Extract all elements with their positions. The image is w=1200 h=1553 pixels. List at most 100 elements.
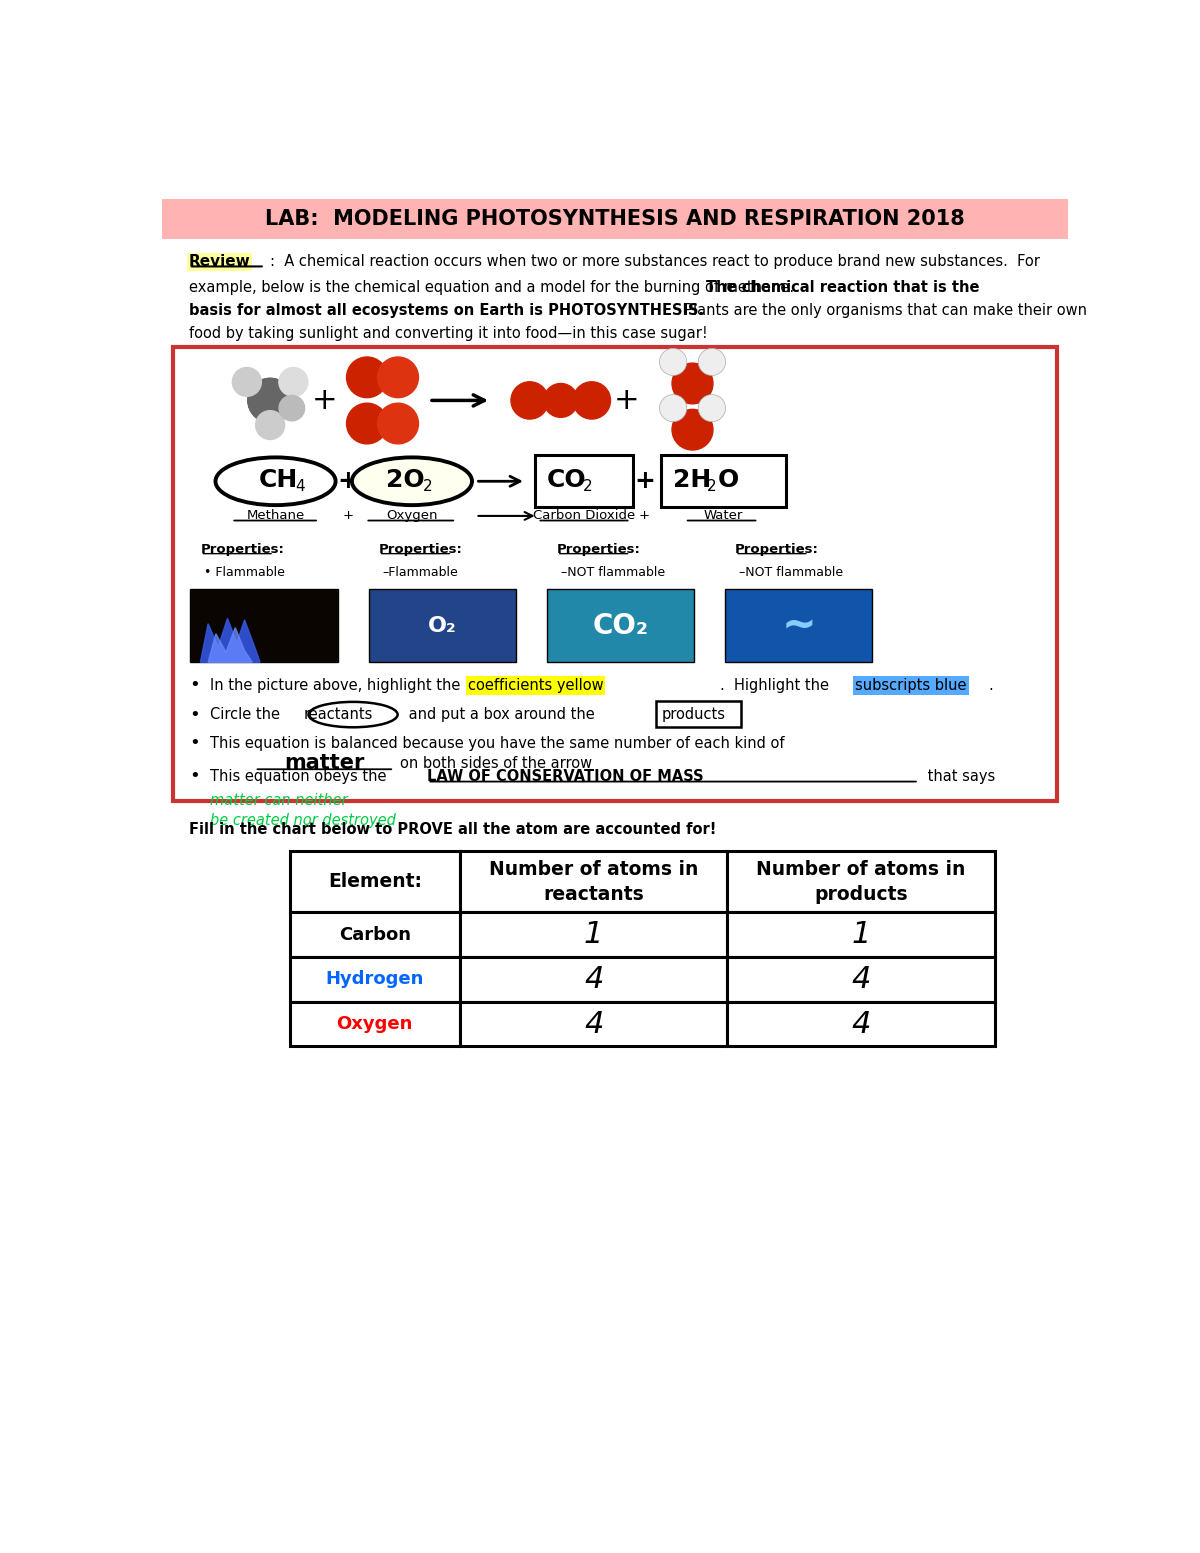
Text: .  Highlight the: . Highlight the — [720, 677, 833, 693]
Text: 4: 4 — [851, 964, 871, 994]
Text: :  A chemical reaction occurs when two or more substances react to produce brand: : A chemical reaction occurs when two or… — [270, 255, 1040, 269]
FancyBboxPatch shape — [162, 199, 1068, 239]
Circle shape — [347, 357, 388, 398]
Circle shape — [511, 382, 548, 419]
Text: • Gas at room temp: • Gas at room temp — [204, 589, 329, 601]
Text: that says: that says — [923, 769, 1000, 784]
Circle shape — [233, 368, 262, 396]
Circle shape — [248, 379, 293, 422]
FancyBboxPatch shape — [727, 913, 995, 957]
Circle shape — [660, 348, 686, 376]
Text: reactants: reactants — [304, 707, 373, 722]
Text: Carbon: Carbon — [338, 926, 410, 944]
Text: +: + — [638, 509, 650, 522]
Text: 4: 4 — [295, 480, 305, 494]
FancyBboxPatch shape — [460, 1002, 727, 1047]
Circle shape — [378, 404, 419, 444]
Text: 4: 4 — [851, 1009, 871, 1039]
Circle shape — [544, 384, 578, 418]
Text: Oxygen: Oxygen — [386, 509, 438, 522]
FancyBboxPatch shape — [727, 851, 995, 913]
Text: ~: ~ — [781, 604, 816, 646]
Text: • Flammable: • Flammable — [204, 565, 286, 579]
Text: LAB:  MODELING PHOTOSYNTHESIS AND RESPIRATION 2018: LAB: MODELING PHOTOSYNTHESIS AND RESPIRA… — [265, 208, 965, 228]
Text: matter can neither: matter can neither — [210, 794, 348, 808]
Text: matter: matter — [284, 753, 365, 773]
Text: This equation is balanced because you have the same number of each kind of: This equation is balanced because you ha… — [210, 736, 785, 750]
Text: Properties:: Properties: — [200, 542, 284, 556]
Circle shape — [378, 357, 419, 398]
Circle shape — [672, 410, 713, 450]
Text: O: O — [718, 467, 738, 492]
FancyBboxPatch shape — [535, 455, 632, 508]
Text: coefficients yellow: coefficients yellow — [468, 677, 604, 693]
FancyBboxPatch shape — [289, 957, 460, 1002]
Text: –liquid at room temp: –liquid at room temp — [739, 589, 869, 601]
FancyBboxPatch shape — [547, 589, 694, 662]
Text: subscripts blue: subscripts blue — [856, 677, 967, 693]
Text: +: + — [634, 469, 655, 494]
Text: Review: Review — [188, 255, 251, 269]
Text: Properties:: Properties: — [736, 542, 818, 556]
Text: +: + — [342, 509, 353, 522]
Text: Number of atoms in
products: Number of atoms in products — [756, 860, 966, 904]
Text: Methane: Methane — [246, 509, 305, 522]
Text: Water: Water — [704, 509, 743, 522]
Text: Circle the: Circle the — [210, 707, 286, 722]
Text: Hydrogen: Hydrogen — [325, 971, 424, 988]
Circle shape — [660, 394, 686, 422]
FancyBboxPatch shape — [661, 455, 786, 508]
Text: 2: 2 — [707, 480, 716, 494]
Text: CO: CO — [547, 467, 587, 492]
Text: Element:: Element: — [328, 873, 421, 891]
Text: •: • — [188, 705, 199, 724]
Text: +: + — [337, 469, 358, 494]
Text: ––gas at room temp: ––gas at room temp — [560, 589, 685, 601]
FancyBboxPatch shape — [656, 702, 740, 727]
FancyBboxPatch shape — [289, 851, 460, 913]
FancyBboxPatch shape — [368, 589, 516, 662]
Text: 4: 4 — [584, 964, 604, 994]
Text: CO₂: CO₂ — [593, 612, 648, 640]
Circle shape — [698, 348, 726, 376]
Text: Oxygen: Oxygen — [336, 1016, 413, 1033]
Text: 2O: 2O — [386, 467, 425, 492]
Text: Number of atoms in
reactants: Number of atoms in reactants — [490, 860, 698, 904]
Circle shape — [672, 363, 713, 404]
Circle shape — [256, 410, 284, 439]
Text: O₂: O₂ — [427, 615, 456, 635]
Text: •: • — [188, 676, 199, 694]
Text: food by taking sunlight and converting it into food—in this case sugar!: food by taking sunlight and converting i… — [188, 326, 708, 342]
Circle shape — [572, 382, 611, 419]
FancyBboxPatch shape — [460, 957, 727, 1002]
FancyBboxPatch shape — [460, 913, 727, 957]
Text: example, below is the chemical equation and a model for the burning of methane.: example, below is the chemical equation … — [188, 280, 803, 295]
Text: 2: 2 — [582, 480, 592, 494]
Text: and put a box around the: and put a box around the — [404, 707, 600, 722]
Text: LAW OF CONSERVATION OF MASS: LAW OF CONSERVATION OF MASS — [427, 769, 704, 784]
Text: 2H: 2H — [673, 467, 712, 492]
Circle shape — [248, 379, 293, 422]
Polygon shape — [208, 627, 252, 662]
Text: CH: CH — [258, 467, 298, 492]
Text: 1: 1 — [851, 921, 871, 949]
Text: Properties:: Properties: — [557, 542, 641, 556]
Circle shape — [698, 394, 726, 422]
Text: Fill in the chart below to PROVE all the atom are accounted for!: Fill in the chart below to PROVE all the… — [188, 822, 716, 837]
Text: basis for almost all ecosystems on Earth is PHOTOSYNTHESIS.: basis for almost all ecosystems on Earth… — [188, 303, 704, 318]
Text: .: . — [989, 677, 994, 693]
FancyBboxPatch shape — [191, 589, 337, 662]
Text: +: + — [312, 385, 337, 415]
Text: products: products — [661, 707, 726, 722]
FancyBboxPatch shape — [725, 589, 872, 662]
FancyBboxPatch shape — [173, 346, 1057, 801]
Text: be created nor destroyed: be created nor destroyed — [210, 812, 396, 828]
Text: +: + — [614, 385, 640, 415]
Text: –NOT flammable: –NOT flammable — [560, 565, 665, 579]
FancyBboxPatch shape — [289, 1002, 460, 1047]
Text: Properties:: Properties: — [379, 542, 462, 556]
Text: 2: 2 — [422, 480, 432, 494]
FancyBboxPatch shape — [460, 851, 727, 913]
FancyBboxPatch shape — [727, 957, 995, 1002]
Ellipse shape — [352, 458, 472, 505]
